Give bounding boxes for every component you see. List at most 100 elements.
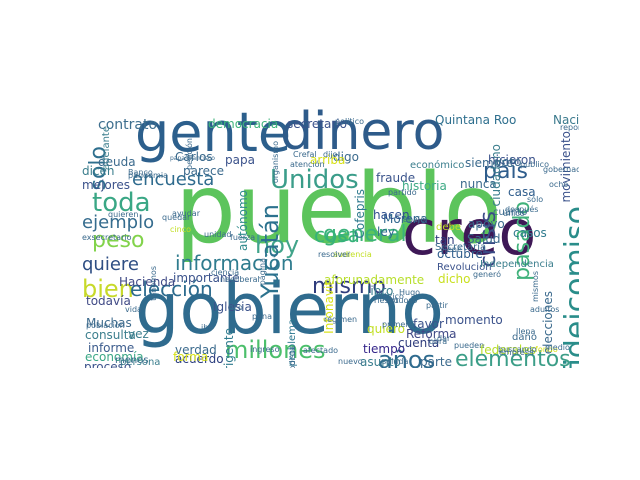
cloud-word-pais: país bbox=[483, 159, 529, 184]
cloud-word-quintanaroo: Quintana Roo bbox=[435, 113, 517, 127]
cloud-word-peso: peso bbox=[92, 228, 145, 253]
cloud-word-organismo: organismo bbox=[271, 141, 280, 184]
cloud-word-buscando: buscando bbox=[498, 345, 537, 354]
cloud-word-nunca: nunca bbox=[460, 177, 497, 191]
cloud-word-millones: millones bbox=[225, 336, 326, 364]
cloud-word-neoliberal: neoliberal bbox=[220, 275, 260, 284]
cloud-word-mismo: mismo bbox=[312, 274, 386, 299]
cloud-word-dijo: dijo bbox=[323, 150, 338, 159]
cloud-word-octubre: octubre bbox=[437, 247, 483, 261]
cloud-word-nuevo: nuevo bbox=[338, 357, 363, 366]
cloud-word-ejemplo: ejemplo bbox=[82, 212, 155, 233]
cloud-word-todavia: todavía bbox=[86, 294, 131, 308]
cloud-word-apoyo: apoyo bbox=[468, 217, 505, 231]
cloud-word-reforma: Reforma bbox=[406, 327, 457, 341]
cloud-word-cosa: cosa bbox=[314, 223, 360, 247]
cloud-word-llena: llena bbox=[516, 327, 536, 336]
cloud-word-pena: pena bbox=[252, 312, 272, 321]
cloud-word-toda: toda bbox=[92, 188, 151, 218]
cloud-word-verdad: verdad bbox=[175, 343, 217, 357]
cloud-word-importante: importante bbox=[173, 271, 240, 285]
cloud-word-economico: económico bbox=[410, 160, 465, 171]
cloud-word-dar: dar bbox=[437, 334, 451, 343]
cloud-word-rico: rico bbox=[228, 303, 243, 312]
cloud-word-secretaria: Secretaría bbox=[435, 242, 487, 253]
cloud-word-creo: creo bbox=[402, 196, 537, 269]
cloud-word-afectado: afectado bbox=[303, 346, 339, 355]
cloud-word-quiere: quiere bbox=[82, 254, 139, 275]
cloud-word-tenemos: tenemos bbox=[149, 266, 158, 301]
cloud-word-elementos: elementos bbox=[455, 347, 571, 369]
cloud-word-quieren: quieren bbox=[108, 210, 139, 219]
cloud-word-hacienda: Hacienda bbox=[119, 275, 176, 289]
cloud-word-secretario: secretario bbox=[287, 117, 347, 131]
cloud-word-adultos: adultos bbox=[530, 305, 560, 314]
cloud-word-consulta: consulta bbox=[85, 328, 136, 342]
cloud-word-mejores: mejores bbox=[82, 178, 131, 192]
cloud-word-tan: tan bbox=[435, 233, 455, 247]
cloud-word-peticion: petición bbox=[185, 138, 194, 170]
cloud-word-hoy: hoy bbox=[255, 231, 300, 259]
cloud-word-digo: digo bbox=[333, 150, 359, 164]
cloud-word-parece: parece bbox=[183, 164, 225, 178]
cloud-word-dicen: dicen bbox=[82, 164, 115, 178]
cloud-word-vida: vida bbox=[125, 305, 142, 314]
cloud-word-casa: casa bbox=[508, 185, 536, 199]
cloud-word-menos: menos bbox=[115, 355, 149, 366]
cloud-word-pueblo: pueblo bbox=[175, 153, 503, 265]
cloud-word-atencion: atención bbox=[290, 160, 325, 169]
cloud-word-iglesia: Iglesia bbox=[213, 300, 252, 314]
cloud-word-gobernador: gobernador bbox=[543, 165, 579, 174]
cloud-word-politico: politico bbox=[335, 117, 365, 126]
cloud-word-nacional: Nacional bbox=[553, 113, 579, 127]
cloud-word-audiencia: audiencia bbox=[333, 250, 372, 259]
cloud-word-papafrancisco: papa Francisco bbox=[170, 155, 215, 162]
cloud-word-gente: gente bbox=[135, 106, 292, 164]
cloud-word-ibe: ibe bbox=[201, 323, 214, 332]
cloud-word-hicieron: hicieron bbox=[488, 153, 536, 167]
cloud-word-persona: persona bbox=[120, 357, 161, 368]
cloud-word-primera: primera bbox=[382, 320, 414, 329]
cloud-word-despues: después bbox=[505, 205, 539, 214]
cloud-word-papa: papa bbox=[225, 153, 255, 167]
cloud-word-regimen: régimen bbox=[324, 315, 358, 324]
cloud-word-informacion: información bbox=[175, 251, 294, 275]
cloud-word-dicho: dicho bbox=[438, 272, 471, 286]
cloud-word-exsecretario: exsecretario bbox=[82, 233, 132, 242]
cloud-word-tiempo: tiempo bbox=[363, 342, 406, 356]
cloud-word-unidad: unidad bbox=[204, 230, 232, 239]
cloud-word-revolucion: Revolución bbox=[437, 262, 492, 273]
cloud-word-proceso: proceso bbox=[84, 360, 132, 368]
cloud-word-cinco: cinco bbox=[170, 225, 191, 234]
cloud-word-vez: vez bbox=[128, 327, 149, 341]
word-cloud: pueblo gobierno gente dinero creo fideicomiso… bbox=[80, 106, 579, 368]
cloud-word-virtuoso: virtuoso bbox=[385, 296, 418, 305]
cloud-word-solo2: sólo bbox=[527, 195, 544, 204]
cloud-word-adelante: adelante bbox=[101, 126, 112, 170]
cloud-word-publico: publico bbox=[520, 160, 549, 169]
cloud-word-riesgo: riesgo bbox=[374, 296, 399, 305]
cloud-word-infonavit: Infonavit bbox=[322, 281, 336, 334]
cloud-word-pagina: página bbox=[258, 258, 267, 286]
cloud-word-pandemia: pandemia bbox=[128, 171, 168, 180]
cloud-word-acuerdo: acuerdo bbox=[175, 352, 224, 366]
cloud-word-periodista: periodista bbox=[288, 346, 297, 368]
cloud-word-dano: daño bbox=[512, 332, 537, 343]
cloud-word-federales: federales bbox=[480, 343, 536, 357]
cloud-word-crefal: Crefal bbox=[293, 150, 317, 159]
cloud-word-ayudar: ayudar bbox=[172, 209, 200, 218]
cloud-word-mexico: México bbox=[376, 292, 404, 301]
cloud-word-empresa: empresa bbox=[499, 348, 534, 357]
cloud-word-viene: viene bbox=[440, 245, 462, 254]
cloud-word-mismos: mismos bbox=[531, 271, 540, 303]
cloud-word-momento: momento bbox=[445, 313, 503, 327]
cloud-word-deuda: deuda bbox=[98, 155, 136, 169]
cloud-word-general: general bbox=[323, 222, 407, 247]
cloud-word-cuanto: cuanto bbox=[493, 207, 528, 218]
cloud-word-saluda: saluda bbox=[382, 357, 409, 366]
cloud-word-muchas: Muchas bbox=[86, 316, 132, 330]
cloud-word-ingreso: ingreso bbox=[250, 345, 280, 354]
cloud-word-ley: ley bbox=[377, 225, 395, 239]
cloud-word-contrato: contrato bbox=[98, 117, 158, 133]
cloud-word-genero: generó bbox=[473, 270, 501, 279]
